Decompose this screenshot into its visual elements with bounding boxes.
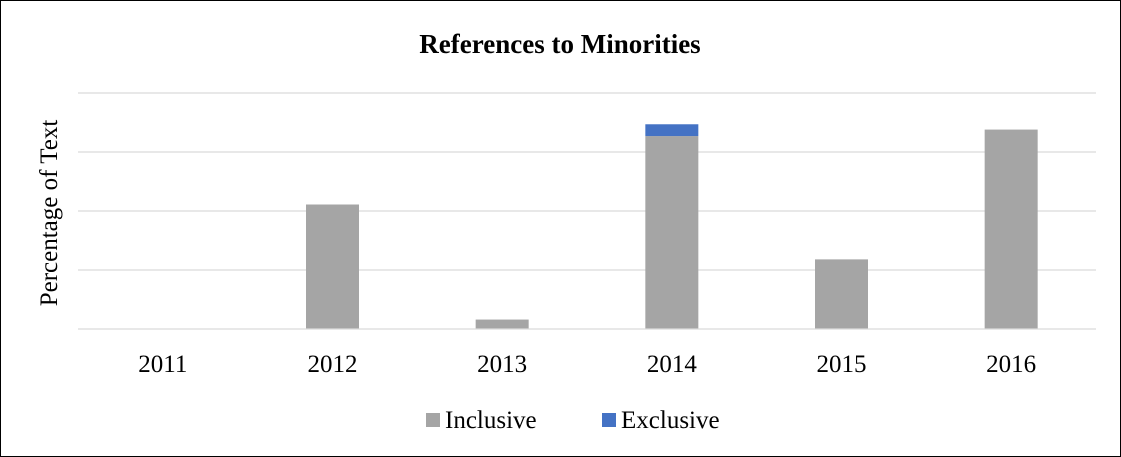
legend-swatch-inclusive <box>426 413 440 427</box>
x-tick-label-2012: 2012 <box>308 351 358 378</box>
y-axis-label: Percentage of Text <box>36 120 63 307</box>
x-tick-label-2013: 2013 <box>477 351 527 378</box>
x-tick-labels: 2011 2012 2013 2014 2015 2016 <box>138 351 1036 378</box>
x-tick-label-2014: 2014 <box>647 351 698 378</box>
bar-inclusive-2012 <box>306 204 359 329</box>
bar-inclusive-2015 <box>815 259 868 329</box>
bar-inclusive-2013 <box>475 319 529 329</box>
bar-inclusive-2014 <box>645 136 699 329</box>
x-tick-label-2016: 2016 <box>986 351 1036 378</box>
legend-label-exclusive: Exclusive <box>621 407 720 434</box>
legend-swatch-exclusive <box>602 413 616 427</box>
x-tick-label-2015: 2015 <box>817 351 867 378</box>
bars <box>306 124 1038 329</box>
legend: Inclusive Exclusive <box>426 407 720 434</box>
legend-label-inclusive: Inclusive <box>445 407 537 434</box>
gridlines <box>78 92 1096 271</box>
bar-exclusive-2014 <box>645 124 699 137</box>
bar-inclusive-2016 <box>984 129 1038 329</box>
x-tick-label-2011: 2011 <box>138 351 187 378</box>
chart-title: References to Minorities <box>419 29 700 59</box>
